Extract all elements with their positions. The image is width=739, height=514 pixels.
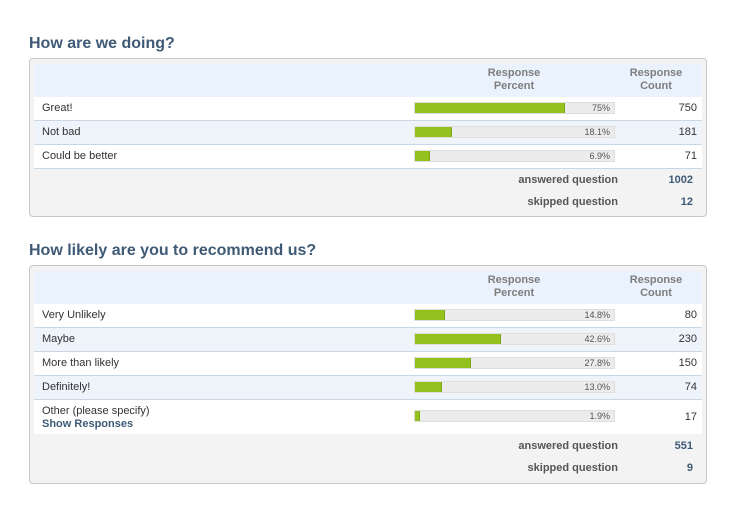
percent-bar: 13.0% <box>414 381 615 393</box>
percent-bar-fill <box>415 382 442 392</box>
table-header: Response Percent Response Count <box>34 271 702 304</box>
question-title: How likely are you to recommend us? <box>29 242 317 259</box>
percent-label: 1.9% <box>589 411 610 421</box>
answer-label: Definitely! <box>42 381 91 393</box>
header-response-count: Response Count <box>629 67 683 92</box>
percent-bar: 42.6% <box>414 333 615 345</box>
percent-label: 18.1% <box>584 127 610 137</box>
response-count: 71 <box>684 150 697 162</box>
answer-label: Very Unlikely <box>42 309 106 321</box>
table-row: Very Unlikely 14.8% 80 <box>34 304 702 328</box>
header-response-percent: Response Percent <box>487 274 541 299</box>
table-row: More than likely 27.8% 150 <box>34 352 702 376</box>
table-row: Could be better 6.9% 71 <box>34 145 702 169</box>
header-response-percent: Response Percent <box>487 67 541 92</box>
percent-bar: 6.9% <box>414 150 615 162</box>
answered-question-count: 1002 <box>668 174 693 186</box>
answer-label: Not bad <box>42 126 81 138</box>
percent-bar-fill <box>415 411 420 421</box>
percent-bar-fill <box>415 334 501 344</box>
skipped-question-label: skipped question <box>527 462 618 474</box>
table-row: Definitely! 13.0% 74 <box>34 376 702 400</box>
answer-label: Great! <box>42 102 73 114</box>
percent-bar: 27.8% <box>414 357 615 369</box>
percent-bar-fill <box>415 127 452 137</box>
answered-question-label: answered question <box>518 174 618 186</box>
response-count: 150 <box>678 357 697 369</box>
response-count: 750 <box>678 102 697 114</box>
answer-label: Other (please specify) <box>42 405 150 417</box>
response-count: 17 <box>684 411 697 423</box>
percent-label: 27.8% <box>584 358 610 368</box>
answer-label: More than likely <box>42 357 120 369</box>
response-count: 80 <box>684 309 697 321</box>
percent-bar: 18.1% <box>414 126 615 138</box>
percent-label: 42.6% <box>584 334 610 344</box>
answered-question-count: 551 <box>674 440 693 452</box>
response-count: 230 <box>678 333 697 345</box>
skipped-question-label: skipped question <box>527 196 618 208</box>
percent-label: 6.9% <box>589 151 610 161</box>
percent-bar-fill <box>415 103 565 113</box>
answer-label: Could be better <box>42 150 118 162</box>
percent-bar-fill <box>415 151 430 161</box>
percent-bar-fill <box>415 358 471 368</box>
percent-label: 75% <box>591 103 610 113</box>
results-panel: Response Percent Response Count Great! 7… <box>29 58 707 217</box>
table-row: Other (please specify) Show Responses 1.… <box>34 400 702 434</box>
percent-label: 14.8% <box>584 310 610 320</box>
show-responses-link[interactable]: Show Responses <box>42 418 134 430</box>
percent-bar: 75% <box>414 102 615 114</box>
skipped-question-count: 12 <box>680 196 693 208</box>
table-row: Maybe 42.6% 230 <box>34 328 702 352</box>
header-response-count: Response Count <box>629 274 683 299</box>
answer-label: Maybe <box>42 333 76 345</box>
table-header: Response Percent Response Count <box>34 64 702 97</box>
response-count: 181 <box>678 126 697 138</box>
results-panel: Response Percent Response Count Very Unl… <box>29 265 707 484</box>
question-title: How are we doing? <box>29 35 175 52</box>
table-row: Not bad 18.1% 181 <box>34 121 702 145</box>
percent-bar: 1.9% <box>414 410 615 422</box>
table-row: Great! 75% 750 <box>34 97 702 121</box>
response-count: 74 <box>684 381 697 393</box>
percent-bar-fill <box>415 310 445 320</box>
answered-question-label: answered question <box>518 440 618 452</box>
percent-label: 13.0% <box>584 382 610 392</box>
skipped-question-count: 9 <box>686 462 693 474</box>
percent-bar: 14.8% <box>414 309 615 321</box>
